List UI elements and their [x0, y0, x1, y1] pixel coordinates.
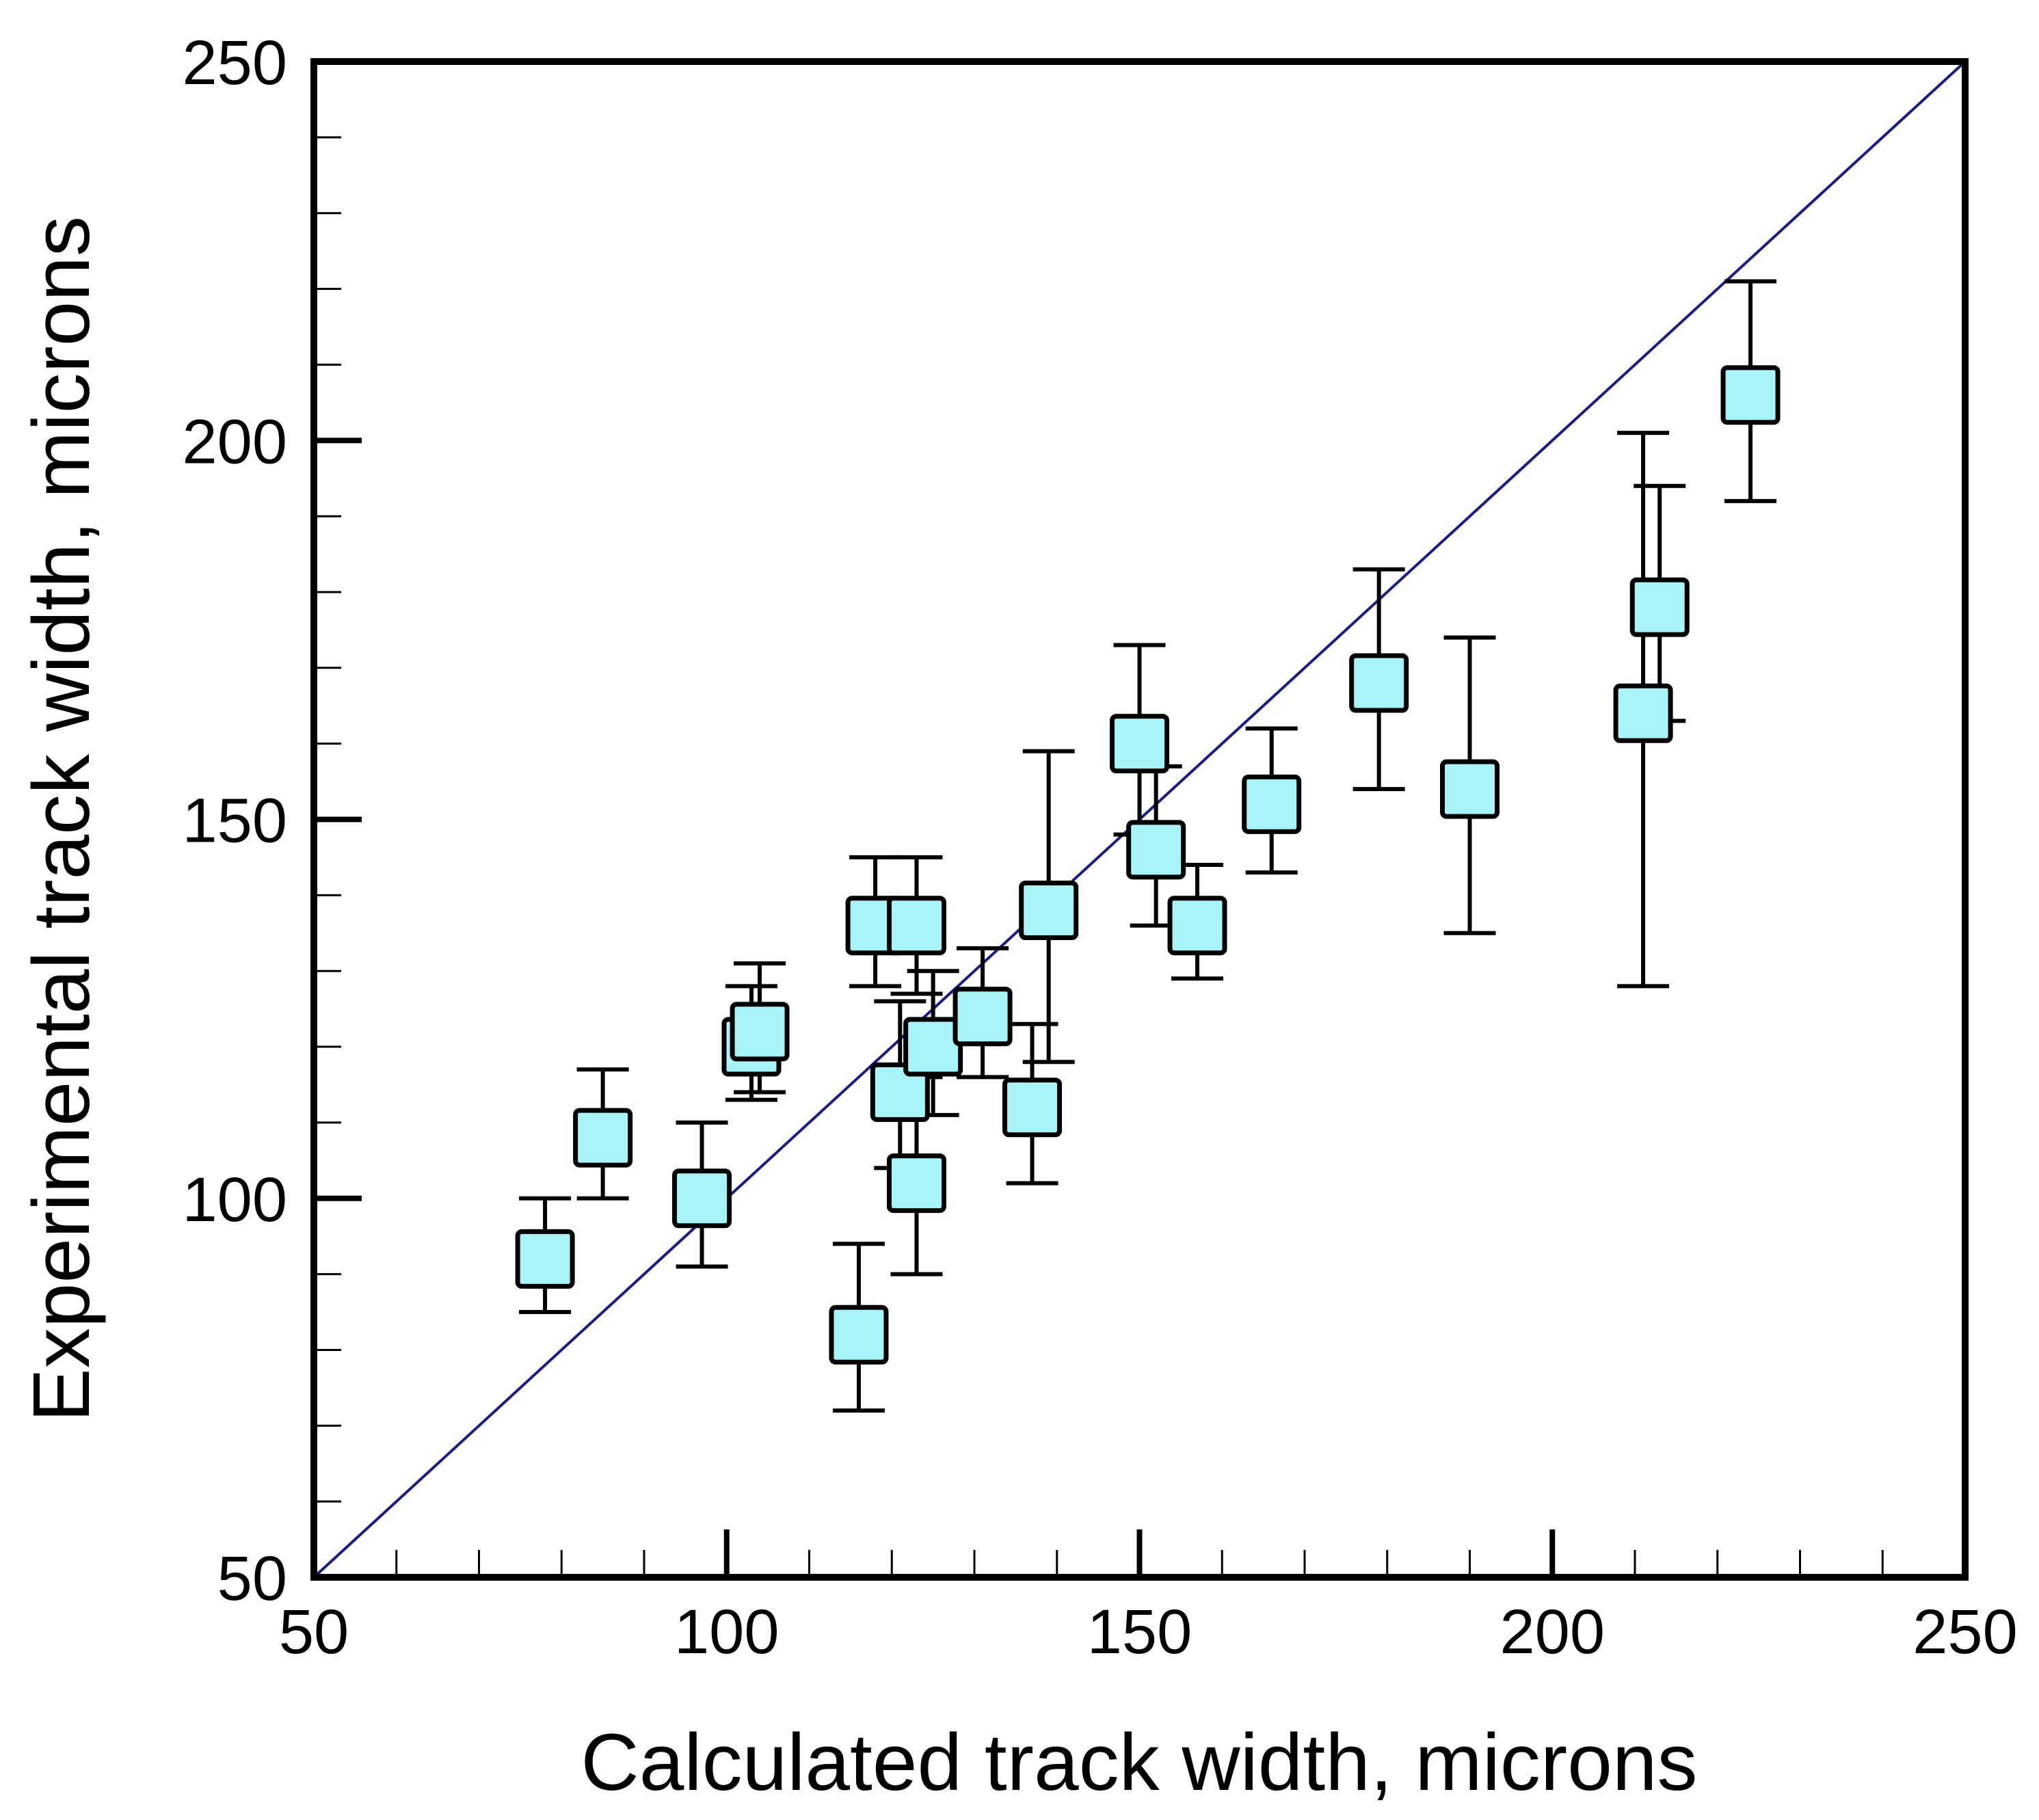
data-point	[886, 1153, 946, 1214]
data-point	[829, 1304, 889, 1365]
data-point	[903, 1017, 963, 1077]
data-point	[1349, 653, 1409, 713]
data-point	[573, 1108, 633, 1168]
x-tick-label: 50	[279, 1597, 349, 1667]
data-point	[1126, 820, 1186, 880]
data-point	[1629, 577, 1690, 637]
major-ticks	[314, 438, 1556, 1577]
plot-frame	[310, 58, 1969, 1581]
data-point	[515, 1229, 575, 1289]
data-point	[1613, 683, 1673, 743]
x-tick-label: 100	[674, 1597, 779, 1667]
data-markers	[515, 365, 1781, 1365]
data-point	[1002, 1078, 1063, 1138]
data-point	[1167, 896, 1227, 956]
tick-labels: 50 100 150 200 250 50 100 150 200 250	[183, 28, 2018, 1667]
data-point	[886, 896, 946, 956]
y-axis-title: Experimental track width, microns	[16, 216, 107, 1422]
y-tick-label: 150	[183, 786, 288, 856]
data-point	[730, 1002, 790, 1062]
minor-ticks	[314, 136, 1884, 1577]
data-point	[1440, 759, 1500, 819]
data-point	[1720, 365, 1781, 425]
data-point	[1019, 881, 1079, 941]
x-axis-title: Calculated track width, microns	[581, 1717, 1698, 1808]
x-tick-label: 250	[1913, 1597, 2018, 1667]
x-tick-label: 150	[1087, 1597, 1192, 1667]
data-point	[1242, 774, 1302, 834]
data-point	[952, 987, 1013, 1047]
y-tick-label: 200	[183, 407, 288, 477]
data-point	[870, 1062, 930, 1123]
x-tick-label: 200	[1500, 1597, 1605, 1667]
y-tick-label: 50	[217, 1544, 287, 1614]
data-point	[1110, 714, 1169, 774]
y-tick-label: 250	[183, 28, 288, 98]
y-tick-label: 100	[183, 1165, 288, 1235]
data-point	[672, 1168, 732, 1229]
